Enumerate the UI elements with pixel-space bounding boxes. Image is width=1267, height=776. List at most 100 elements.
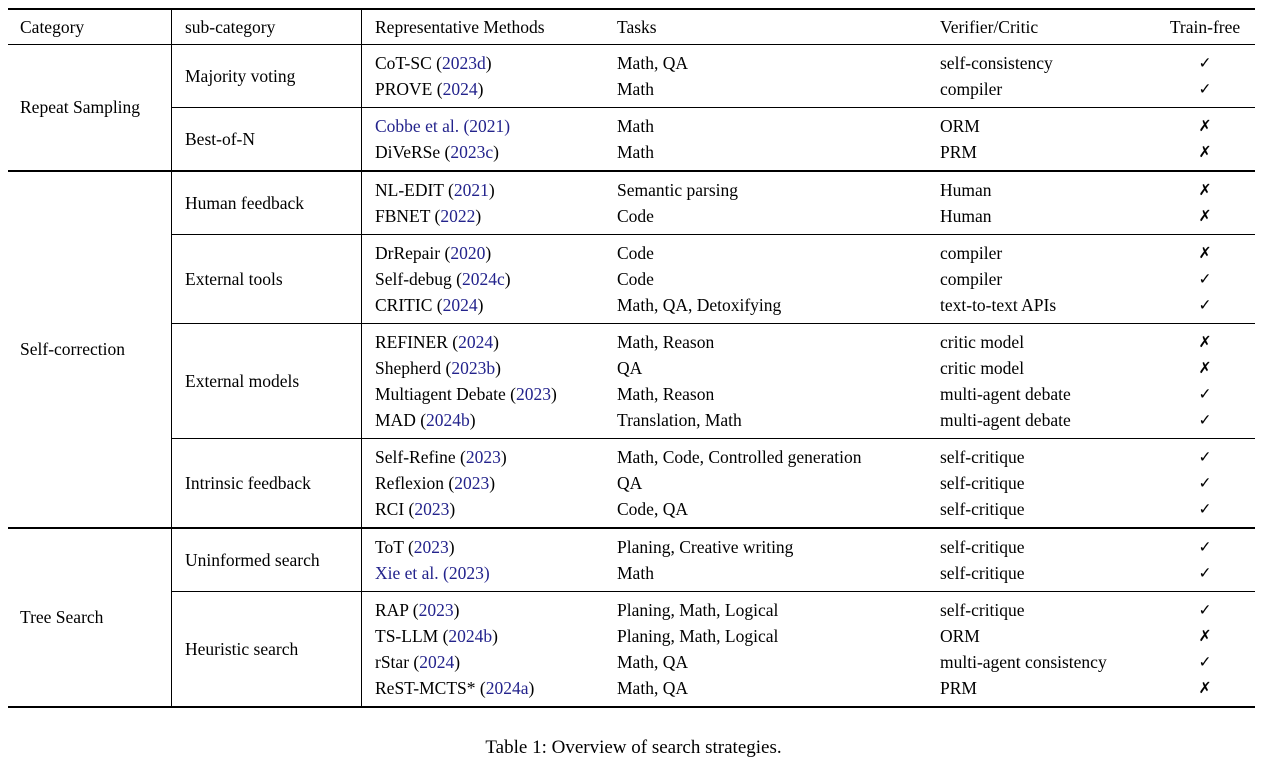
table-row: ToT (2023) Planing, Creative writing sel…: [362, 534, 1255, 560]
tasks-cell: Code: [617, 243, 654, 263]
citation-link[interactable]: 2024c: [462, 269, 505, 289]
trainfree-mark: ✗: [1198, 333, 1212, 351]
verifier-cell: ORM: [940, 626, 980, 646]
category-cell: Repeat Sampling: [8, 45, 172, 170]
citation-link[interactable]: 2023: [515, 384, 551, 404]
citation-link[interactable]: 2024b: [426, 410, 470, 430]
group-majority-voting: Majority voting CoT-SC (2023d) Math, QA …: [172, 45, 1255, 108]
method-close-paren: ): [488, 180, 495, 200]
verifier-cell: self-critique: [940, 447, 1025, 467]
table-header-row: Category sub-category Representative Met…: [8, 10, 1255, 45]
group-best-of-n: Best-of-N Cobbe et al. (2021) Math ORM ✗…: [172, 108, 1255, 170]
citation-link[interactable]: 2024: [442, 79, 478, 99]
tasks-cell: QA: [617, 358, 643, 378]
trainfree-mark: ✓: [1198, 411, 1212, 429]
citation-link[interactable]: 2023: [454, 473, 490, 493]
method-cell: TS-LLM (2024b): [362, 623, 617, 649]
trainfree-mark: ✓: [1198, 601, 1212, 619]
method-cell: Multiagent Debate (2023): [362, 381, 617, 407]
trainfree-mark: ✓: [1198, 564, 1212, 582]
subcategory-cell: Heuristic search: [172, 592, 362, 706]
subcategory-cell: Intrinsic feedback: [172, 439, 362, 527]
method-close-paren: ): [485, 243, 492, 263]
tasks-cell: Math, QA, Detoxifying: [617, 295, 782, 315]
citation-link[interactable]: 2021: [453, 180, 489, 200]
method-cell: rStar (2024): [362, 649, 617, 675]
table-row: Shepherd (2023b) QA critic model ✗: [362, 355, 1255, 381]
method-close-paren: ): [493, 142, 499, 162]
table-row: DrRepair (2020) Code compiler ✗: [362, 240, 1255, 266]
tasks-cell: Math: [617, 563, 654, 583]
group-human-feedback: Human feedback NL-EDIT (2021) Semantic p…: [172, 172, 1255, 235]
tasks-cell: Math, QA: [617, 678, 688, 698]
citation-link[interactable]: 2023: [413, 537, 449, 557]
citation-link[interactable]: Xie et al. (2023): [375, 563, 490, 583]
verifier-cell: self-critique: [940, 499, 1025, 519]
verifier-cell: text-to-text APIs: [940, 295, 1057, 315]
citation-link[interactable]: 2023: [414, 499, 450, 519]
method-cell: RAP (2023): [362, 597, 617, 623]
verifier-cell: Human: [940, 206, 992, 226]
table-row: NL-EDIT (2021) Semantic parsing Human ✗: [362, 177, 1255, 203]
citation-link[interactable]: 2024: [419, 652, 455, 672]
tasks-cell: QA: [617, 473, 643, 493]
tasks-cell: Math: [617, 79, 654, 99]
trainfree-mark: ✓: [1198, 653, 1212, 671]
trainfree-mark: ✓: [1198, 296, 1212, 314]
method-cell: ToT (2023): [362, 534, 617, 560]
tasks-cell: Math, Code, Controlled generation: [617, 447, 862, 467]
verifier-cell: compiler: [940, 269, 1003, 289]
method-name: MAD (: [375, 410, 427, 430]
method-close-paren: ): [489, 473, 496, 493]
method-cell: Self-Refine (2023): [362, 444, 617, 470]
trainfree-mark: ✓: [1198, 538, 1212, 556]
verifier-cell: PRM: [940, 678, 977, 698]
citation-link[interactable]: 2023: [418, 600, 454, 620]
trainfree-mark: ✗: [1198, 143, 1212, 161]
method-close-paren: ): [500, 447, 507, 467]
table-row: DiVeRSe (2023c) Math PRM ✗: [362, 139, 1255, 165]
method-name: Shepherd (: [375, 358, 452, 378]
tasks-cell: Code: [617, 269, 654, 289]
column-header-verifier-critic: Verifier/Critic: [940, 16, 1039, 37]
column-header-representative-methods: Representative Methods: [375, 16, 545, 37]
method-cell: REFINER (2024): [362, 329, 617, 355]
citation-link[interactable]: 2023c: [450, 142, 494, 162]
table-row: Self-debug (2024c) Code compiler ✓: [362, 266, 1255, 292]
citation-link[interactable]: 2024a: [485, 678, 529, 698]
citation-link[interactable]: 2022: [440, 206, 476, 226]
section-tree-search: Tree Search Uninformed search ToT (2023)…: [8, 529, 1255, 706]
citation-link[interactable]: 2023: [465, 447, 501, 467]
table-row: CoT-SC (2023d) Math, QA self-consistency…: [362, 50, 1255, 76]
tasks-cell: Planing, Math, Logical: [617, 626, 779, 646]
group-external-models: External models REFINER (2024) Math, Rea…: [172, 324, 1255, 439]
trainfree-mark: ✗: [1198, 244, 1212, 262]
group-heuristic-search: Heuristic search RAP (2023) Planing, Mat…: [172, 592, 1255, 706]
table-row: RCI (2023) Code, QA self-critique ✓: [362, 496, 1255, 522]
method-close-paren: ): [453, 600, 460, 620]
citation-link[interactable]: Cobbe et al. (2021): [375, 116, 511, 136]
table-row: Multiagent Debate (2023) Math, Reason mu…: [362, 381, 1255, 407]
citation-link[interactable]: 2020: [450, 243, 486, 263]
method-name: FBNET (: [375, 206, 441, 226]
method-name: RCI (: [375, 499, 415, 519]
trainfree-mark: ✓: [1198, 448, 1212, 466]
table-row: PROVE (2024) Math compiler ✓: [362, 76, 1255, 102]
table-caption: Table 1: Overview of search strategies.: [485, 737, 782, 758]
citation-link[interactable]: 2024: [458, 332, 494, 352]
method-close-paren: ): [485, 53, 492, 73]
citation-link[interactable]: 2023d: [441, 53, 486, 73]
citation-link[interactable]: 2024: [442, 295, 478, 315]
subcategory-cell: Human feedback: [172, 172, 362, 234]
method-close-paren: ): [449, 499, 456, 519]
verifier-cell: multi-agent consistency: [940, 652, 1107, 672]
tasks-cell: Translation, Math: [617, 410, 742, 430]
method-cell: Self-debug (2024c): [362, 266, 617, 292]
method-close-paren: ): [448, 537, 455, 557]
method-close-paren: ): [528, 678, 535, 698]
citation-link[interactable]: 2023b: [451, 358, 496, 378]
method-name: Reflexion (: [375, 473, 455, 493]
verifier-cell: critic model: [940, 332, 1025, 352]
citation-link[interactable]: 2024b: [448, 626, 493, 646]
